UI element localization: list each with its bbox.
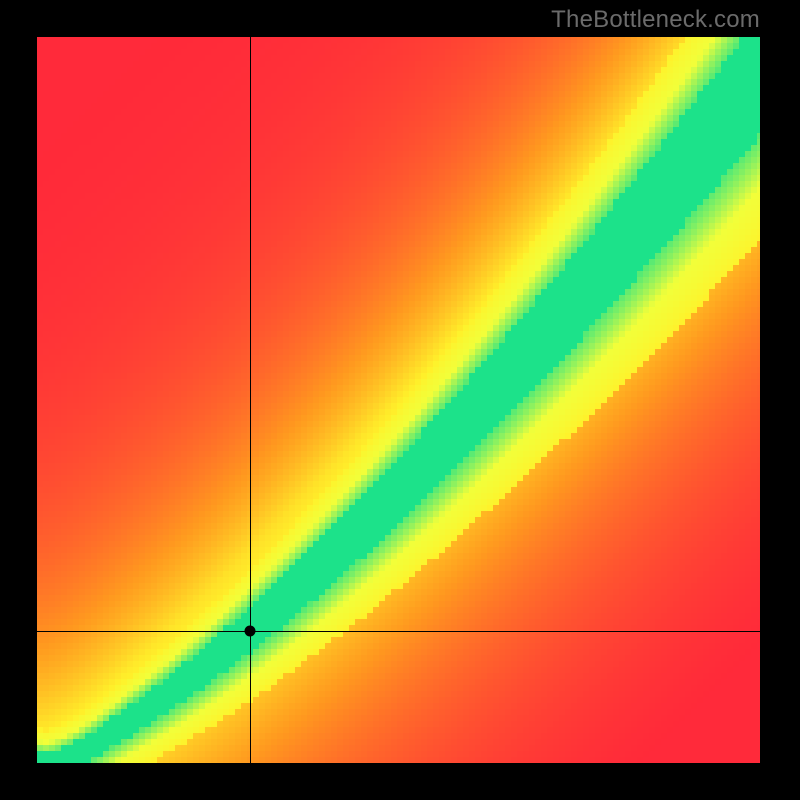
crosshair-horizontal: [37, 631, 760, 632]
crosshair-vertical: [250, 37, 251, 763]
plot-area: [37, 37, 760, 763]
watermark-text: TheBottleneck.com: [551, 6, 760, 34]
outer-frame: TheBottleneck.com: [0, 0, 800, 800]
heatmap-canvas: [37, 37, 760, 763]
crosshair-marker: [244, 625, 255, 636]
